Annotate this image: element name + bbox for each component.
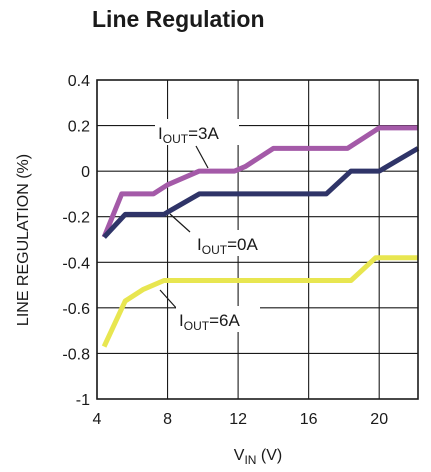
series-line-2 (101, 255, 418, 348)
y-axis-label: LINE REGULATION (%) (15, 154, 32, 326)
series-line-0 (101, 125, 418, 239)
y-tick-label: -0.6 (62, 301, 90, 318)
x-tick-label: 16 (300, 411, 318, 428)
chart-title: Line Regulation (92, 6, 265, 32)
x-axis-label-sub: IN (244, 453, 256, 467)
annotation-bg-6a (176, 306, 260, 332)
annotation-6a: IOUT=6A (179, 311, 240, 333)
y-tick-label: -0.8 (62, 346, 90, 363)
x-tick-label: 4 (93, 411, 102, 428)
annotation-6a-main: I (179, 311, 184, 330)
y-tick-labels: 0.4 0.2 0 -0.2 -0.4 -0.6 -0.8 -1 (62, 73, 90, 409)
leader-line-3a (195, 145, 209, 169)
y-tick-label: 0.2 (68, 119, 90, 136)
y-tick-label: 0 (81, 164, 90, 181)
annotation-0a-sub: OUT (202, 243, 228, 257)
annotation-6a-sub: OUT (184, 319, 210, 333)
y-tick-label: -0.4 (62, 255, 90, 272)
annotation-bg-0a (194, 230, 278, 256)
annotation-bg-3a (155, 119, 239, 145)
leader-line-6a (159, 289, 179, 311)
x-axis-label-suffix: (V) (256, 447, 282, 464)
annotation-3a-main: I (158, 124, 163, 143)
annotation-6a-suffix: =6A (209, 311, 240, 330)
y-tick-label: -1 (76, 392, 90, 409)
y-tick-label: -0.2 (62, 210, 90, 227)
annotation-3a: IOUT=3A (158, 124, 219, 146)
series-line-1 (102, 146, 420, 239)
series-annotations: IOUT=3A IOUT=0A IOUT=6A (155, 119, 278, 333)
y-tick-label: 0.4 (68, 73, 90, 90)
annotation-3a-sub: OUT (163, 132, 189, 146)
x-axis-label: VIN (V) (234, 447, 282, 467)
annotation-0a: IOUT=0A (197, 235, 258, 257)
annotation-0a-main: I (197, 235, 202, 254)
x-tick-label: 12 (229, 411, 247, 428)
x-tick-label: 20 (370, 411, 388, 428)
leader-line-0a (169, 213, 191, 233)
x-tick-labels: 4 8 12 16 20 (93, 411, 389, 428)
annotation-0a-suffix: =0A (227, 235, 258, 254)
series-lines (101, 125, 420, 348)
x-axis-label-main: V (234, 447, 245, 464)
annotation-3a-suffix: =3A (188, 124, 219, 143)
x-tick-label: 8 (163, 411, 172, 428)
plot-frame (96, 79, 419, 400)
